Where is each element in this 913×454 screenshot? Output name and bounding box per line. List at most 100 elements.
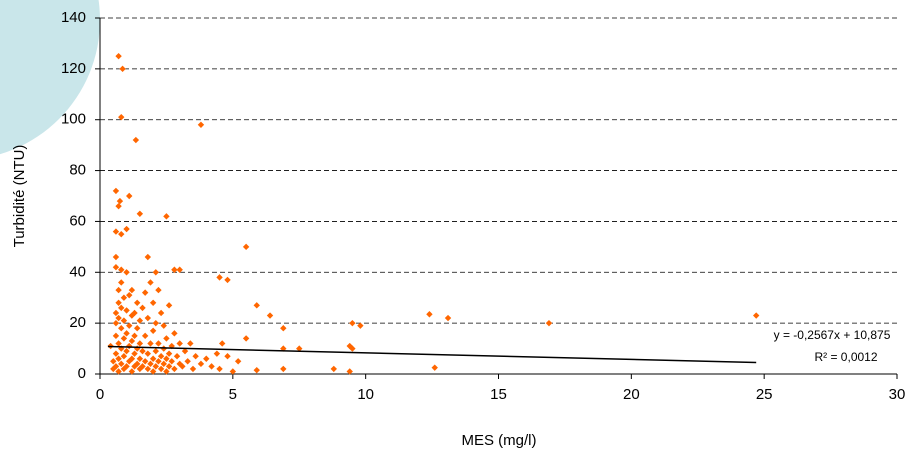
point xyxy=(280,365,287,373)
point xyxy=(136,210,144,217)
y-tick-label: 60 xyxy=(69,212,86,229)
point xyxy=(165,363,173,370)
point xyxy=(189,365,197,373)
point xyxy=(157,365,165,373)
x-tick-label: 30 xyxy=(889,386,906,403)
point xyxy=(118,304,125,312)
point xyxy=(357,322,364,329)
point xyxy=(141,358,149,365)
point xyxy=(219,340,226,347)
x-tick-label: 15 xyxy=(490,386,507,403)
point xyxy=(163,335,170,342)
point xyxy=(149,327,157,334)
point xyxy=(112,319,120,327)
point xyxy=(426,311,433,318)
point xyxy=(123,269,130,276)
point xyxy=(144,253,152,261)
point xyxy=(139,363,146,370)
point xyxy=(144,365,152,373)
point xyxy=(149,355,157,362)
point xyxy=(349,319,356,327)
point xyxy=(165,302,173,309)
y-tick-label: 140 xyxy=(61,9,86,26)
point xyxy=(115,202,122,210)
point xyxy=(115,52,122,60)
point xyxy=(147,340,154,347)
y-tick-label: 100 xyxy=(61,111,86,128)
point xyxy=(120,294,128,301)
point xyxy=(152,319,159,327)
point xyxy=(112,350,120,357)
point xyxy=(133,345,141,352)
point xyxy=(176,266,183,273)
y-tick-label: 120 xyxy=(61,60,86,77)
point xyxy=(112,264,120,271)
x-tick-label: 25 xyxy=(756,386,773,403)
point xyxy=(123,347,130,355)
point xyxy=(128,355,136,362)
point xyxy=(192,353,199,360)
point xyxy=(171,330,178,337)
point xyxy=(155,358,162,365)
point xyxy=(147,279,154,286)
x-tick-label: 0 xyxy=(96,386,104,403)
point xyxy=(203,355,210,362)
point xyxy=(118,325,125,332)
point xyxy=(444,314,452,322)
point xyxy=(176,340,183,347)
y-tick-label: 80 xyxy=(69,162,86,179)
point xyxy=(187,340,194,347)
y-tick-label: 0 xyxy=(78,365,86,382)
point xyxy=(160,360,167,368)
point xyxy=(133,299,141,306)
point xyxy=(119,65,126,73)
point xyxy=(431,364,438,371)
point xyxy=(149,299,157,306)
point xyxy=(112,253,120,261)
point xyxy=(171,266,178,273)
point xyxy=(115,286,122,294)
point xyxy=(216,274,223,281)
point xyxy=(133,360,141,368)
point xyxy=(123,225,130,233)
point xyxy=(144,350,152,357)
point xyxy=(115,340,122,347)
point xyxy=(181,347,189,355)
point xyxy=(152,269,159,276)
point xyxy=(752,312,760,319)
point xyxy=(126,192,133,200)
point xyxy=(152,347,159,355)
point xyxy=(179,363,186,370)
point xyxy=(126,342,133,350)
point xyxy=(168,358,175,365)
point xyxy=(112,363,120,370)
point xyxy=(296,345,303,352)
point xyxy=(118,360,125,368)
point xyxy=(136,340,144,347)
point xyxy=(184,358,191,365)
point xyxy=(242,335,250,342)
y-tick-label: 20 xyxy=(69,314,86,331)
point xyxy=(139,304,146,312)
point xyxy=(266,312,274,319)
point xyxy=(112,332,120,340)
point xyxy=(123,330,130,337)
point xyxy=(128,337,136,345)
point xyxy=(234,358,242,365)
point xyxy=(224,353,231,360)
x-tick-label: 10 xyxy=(357,386,374,403)
point xyxy=(115,368,122,375)
point xyxy=(163,368,170,375)
point xyxy=(118,113,125,121)
point xyxy=(160,322,167,329)
decoration xyxy=(0,0,100,155)
point xyxy=(120,317,128,324)
point xyxy=(131,309,138,317)
point xyxy=(133,325,141,332)
point xyxy=(280,325,287,332)
point xyxy=(253,302,260,309)
point xyxy=(120,335,128,342)
point xyxy=(242,243,250,251)
point xyxy=(224,276,231,284)
point xyxy=(330,365,337,373)
